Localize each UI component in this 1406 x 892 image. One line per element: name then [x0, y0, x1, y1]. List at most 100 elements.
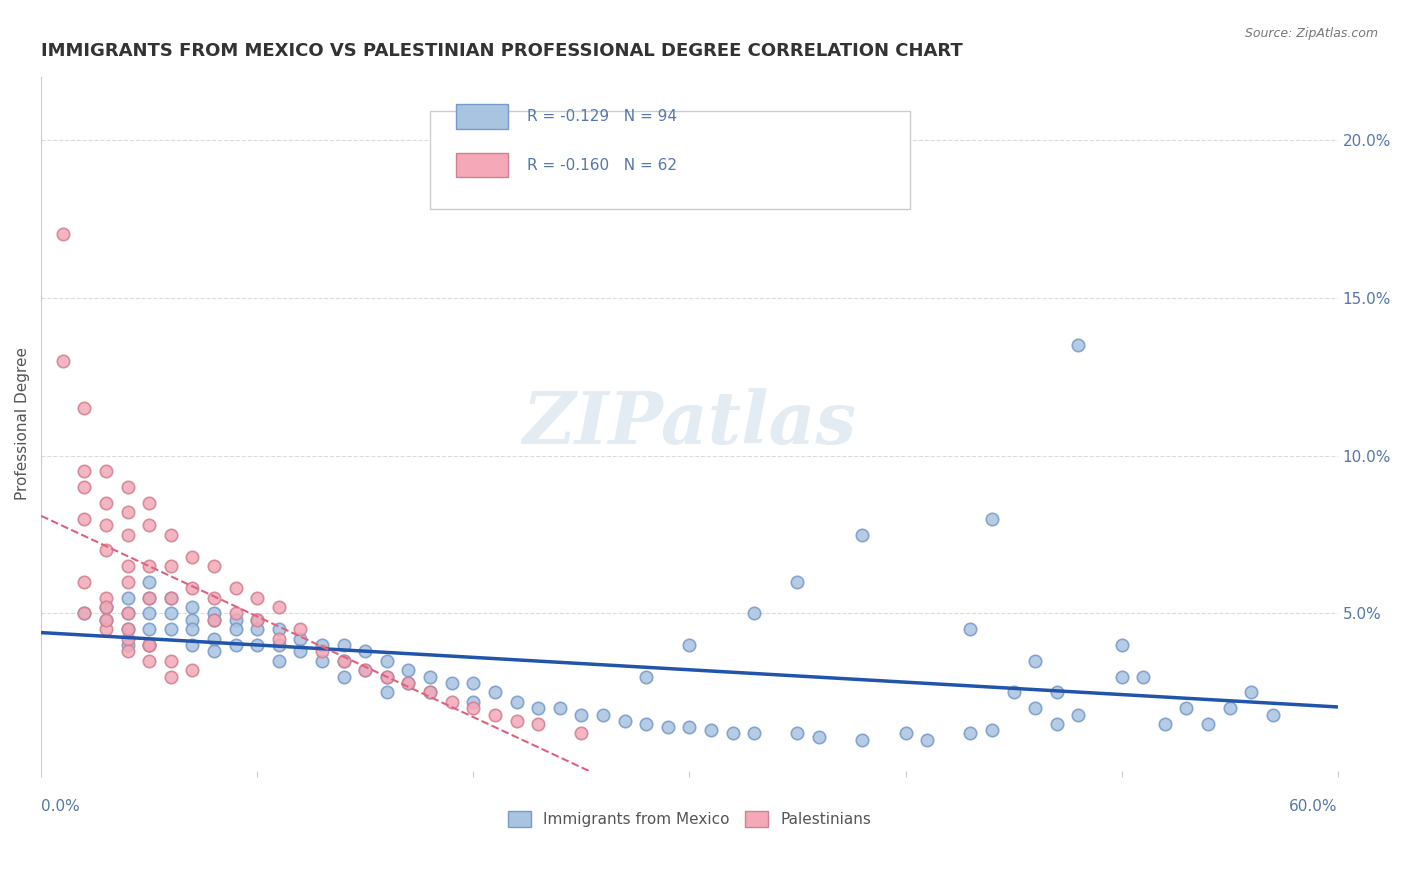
- Point: [159, 607, 181, 621]
- Point: [1197, 717, 1219, 731]
- Point: [398, 663, 420, 677]
- Point: [138, 518, 160, 533]
- Point: [138, 559, 160, 574]
- Point: [138, 638, 160, 652]
- Point: [786, 726, 808, 740]
- Point: [375, 654, 398, 668]
- Point: [1111, 670, 1133, 684]
- Point: [225, 613, 247, 627]
- Point: [94, 518, 117, 533]
- Point: [202, 559, 225, 574]
- Point: [73, 607, 96, 621]
- Point: [571, 707, 593, 722]
- Point: [117, 527, 139, 541]
- Point: [959, 726, 981, 740]
- Point: [981, 723, 1004, 738]
- Point: [94, 464, 117, 478]
- Point: [138, 622, 160, 636]
- Point: [117, 591, 139, 605]
- Point: [159, 559, 181, 574]
- Point: [181, 600, 204, 615]
- Point: [894, 726, 917, 740]
- Point: [463, 701, 485, 715]
- Point: [138, 638, 160, 652]
- Point: [354, 663, 377, 677]
- Point: [267, 622, 290, 636]
- Point: [721, 726, 744, 740]
- Point: [613, 714, 636, 728]
- Point: [332, 670, 354, 684]
- Point: [52, 353, 75, 368]
- Point: [267, 654, 290, 668]
- Point: [225, 607, 247, 621]
- Point: [117, 632, 139, 646]
- Text: R = -0.160   N = 62: R = -0.160 N = 62: [527, 158, 678, 173]
- Point: [73, 401, 96, 416]
- Point: [332, 654, 354, 668]
- Point: [440, 676, 463, 690]
- Point: [117, 622, 139, 636]
- Point: [246, 613, 269, 627]
- Point: [678, 720, 700, 734]
- Point: [181, 581, 204, 595]
- Point: [181, 613, 204, 627]
- Point: [505, 714, 527, 728]
- Text: IMMIGRANTS FROM MEXICO VS PALESTINIAN PROFESSIONAL DEGREE CORRELATION CHART: IMMIGRANTS FROM MEXICO VS PALESTINIAN PR…: [41, 42, 963, 60]
- Point: [463, 695, 485, 709]
- Point: [484, 707, 506, 722]
- Point: [1132, 670, 1154, 684]
- Point: [419, 685, 441, 699]
- Point: [181, 549, 204, 564]
- Point: [527, 717, 550, 731]
- Point: [73, 574, 96, 589]
- Point: [202, 613, 225, 627]
- Text: Source: ZipAtlas.com: Source: ZipAtlas.com: [1244, 27, 1378, 40]
- Point: [636, 670, 658, 684]
- Point: [851, 527, 873, 541]
- Point: [138, 574, 160, 589]
- Point: [742, 726, 765, 740]
- Legend: Immigrants from Mexico, Palestinians: Immigrants from Mexico, Palestinians: [502, 805, 877, 833]
- Point: [94, 591, 117, 605]
- Point: [311, 644, 333, 658]
- Point: [73, 512, 96, 526]
- Point: [851, 732, 873, 747]
- Point: [375, 670, 398, 684]
- Point: [657, 720, 679, 734]
- Point: [398, 676, 420, 690]
- Point: [311, 638, 333, 652]
- Point: [117, 505, 139, 519]
- Point: [117, 559, 139, 574]
- Point: [225, 622, 247, 636]
- Point: [202, 607, 225, 621]
- Point: [742, 607, 765, 621]
- Point: [571, 726, 593, 740]
- Point: [94, 622, 117, 636]
- Text: 60.0%: 60.0%: [1289, 799, 1337, 814]
- Point: [94, 543, 117, 558]
- Point: [1175, 701, 1198, 715]
- Point: [117, 607, 139, 621]
- Point: [1067, 707, 1090, 722]
- Point: [117, 480, 139, 494]
- Point: [94, 496, 117, 510]
- Point: [159, 591, 181, 605]
- Point: [332, 638, 354, 652]
- Point: [181, 638, 204, 652]
- Point: [915, 732, 938, 747]
- Point: [1240, 685, 1263, 699]
- Point: [181, 663, 204, 677]
- Point: [117, 574, 139, 589]
- FancyBboxPatch shape: [456, 104, 508, 128]
- Point: [786, 574, 808, 589]
- Point: [678, 638, 700, 652]
- Point: [484, 685, 506, 699]
- Point: [808, 730, 831, 744]
- Point: [1261, 707, 1284, 722]
- Point: [138, 607, 160, 621]
- FancyBboxPatch shape: [456, 153, 508, 178]
- Point: [94, 600, 117, 615]
- Point: [959, 622, 981, 636]
- Point: [1046, 685, 1069, 699]
- Point: [73, 464, 96, 478]
